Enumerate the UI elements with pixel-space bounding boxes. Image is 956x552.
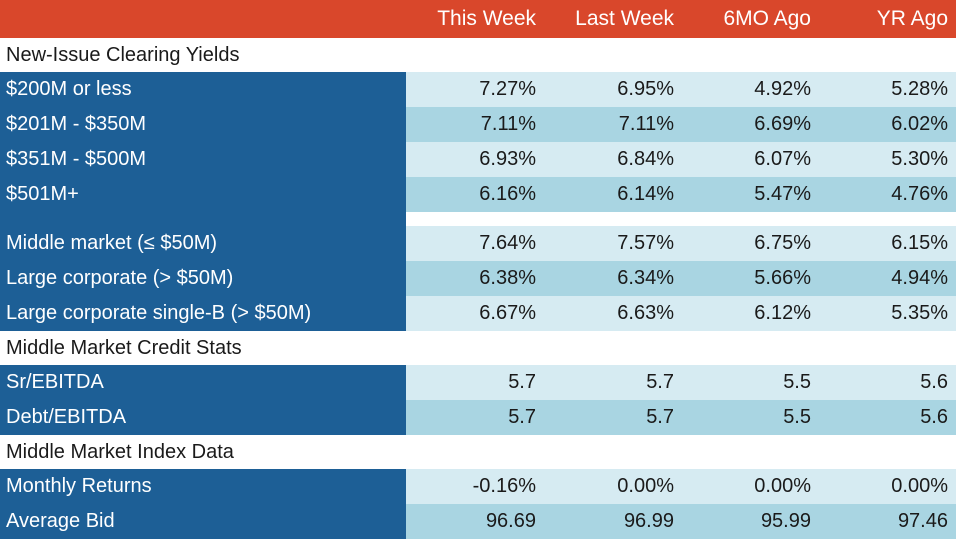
cell-yr-ago: 6.15% xyxy=(819,226,956,261)
spacer-row xyxy=(0,212,956,226)
cell-6mo-ago: 5.47% xyxy=(682,177,819,212)
cell-last-week: 6.84% xyxy=(544,142,682,177)
row-label: $351M - $500M xyxy=(0,142,406,177)
cell-last-week: 96.99 xyxy=(544,504,682,539)
cell-6mo-ago: 6.12% xyxy=(682,296,819,331)
cell-last-week: 7.57% xyxy=(544,226,682,261)
header-row: This Week Last Week 6MO Ago YR Ago xyxy=(0,0,956,38)
cell-this-week: 5.7 xyxy=(406,365,544,400)
cell-this-week: 7.11% xyxy=(406,107,544,142)
spacer-cell xyxy=(406,212,956,226)
cell-this-week: 7.27% xyxy=(406,72,544,107)
table-row: Middle market (≤ $50M) 7.64% 7.57% 6.75%… xyxy=(0,226,956,261)
table-row: $200M or less 7.27% 6.95% 4.92% 5.28% xyxy=(0,72,956,107)
row-label: Debt/EBITDA xyxy=(0,400,406,435)
col-header-yr-ago: YR Ago xyxy=(819,0,956,38)
section-header-row: New-Issue Clearing Yields xyxy=(0,38,956,72)
cell-6mo-ago: 6.69% xyxy=(682,107,819,142)
cell-6mo-ago: 6.75% xyxy=(682,226,819,261)
cell-6mo-ago: 0.00% xyxy=(682,469,819,504)
row-label: $201M - $350M xyxy=(0,107,406,142)
row-label: Large corporate single-B (> $50M) xyxy=(0,296,406,331)
cell-this-week: 6.93% xyxy=(406,142,544,177)
table-row: $501M+ 6.16% 6.14% 5.47% 4.76% xyxy=(0,177,956,212)
market-data-table: This Week Last Week 6MO Ago YR Ago New-I… xyxy=(0,0,956,539)
cell-6mo-ago: 5.5 xyxy=(682,365,819,400)
col-header-this-week: This Week xyxy=(406,0,544,38)
section-title-credit-stats: Middle Market Credit Stats xyxy=(0,331,956,365)
cell-this-week: -0.16% xyxy=(406,469,544,504)
cell-last-week: 0.00% xyxy=(544,469,682,504)
cell-this-week: 6.16% xyxy=(406,177,544,212)
section-title-index-data: Middle Market Index Data xyxy=(0,435,956,469)
row-label: Sr/EBITDA xyxy=(0,365,406,400)
cell-last-week: 6.95% xyxy=(544,72,682,107)
cell-this-week: 96.69 xyxy=(406,504,544,539)
cell-yr-ago: 4.76% xyxy=(819,177,956,212)
cell-yr-ago: 5.30% xyxy=(819,142,956,177)
table-row: Average Bid 96.69 96.99 95.99 97.46 xyxy=(0,504,956,539)
header-blank xyxy=(0,0,406,38)
cell-this-week: 6.67% xyxy=(406,296,544,331)
cell-6mo-ago: 6.07% xyxy=(682,142,819,177)
cell-last-week: 5.7 xyxy=(544,365,682,400)
cell-yr-ago: 6.02% xyxy=(819,107,956,142)
cell-last-week: 6.34% xyxy=(544,261,682,296)
cell-yr-ago: 97.46 xyxy=(819,504,956,539)
row-label: Large corporate (> $50M) xyxy=(0,261,406,296)
table-row: Debt/EBITDA 5.7 5.7 5.5 5.6 xyxy=(0,400,956,435)
cell-6mo-ago: 95.99 xyxy=(682,504,819,539)
cell-last-week: 6.14% xyxy=(544,177,682,212)
cell-this-week: 7.64% xyxy=(406,226,544,261)
cell-last-week: 5.7 xyxy=(544,400,682,435)
cell-yr-ago: 5.6 xyxy=(819,365,956,400)
row-label: $501M+ xyxy=(0,177,406,212)
row-label: Average Bid xyxy=(0,504,406,539)
section-title-clearing-yields: New-Issue Clearing Yields xyxy=(0,38,956,72)
row-label: $200M or less xyxy=(0,72,406,107)
table-row: Sr/EBITDA 5.7 5.7 5.5 5.6 xyxy=(0,365,956,400)
table-row: $201M - $350M 7.11% 7.11% 6.69% 6.02% xyxy=(0,107,956,142)
table-row: Large corporate single-B (> $50M) 6.67% … xyxy=(0,296,956,331)
col-header-6mo-ago: 6MO Ago xyxy=(682,0,819,38)
cell-yr-ago: 4.94% xyxy=(819,261,956,296)
cell-last-week: 6.63% xyxy=(544,296,682,331)
cell-yr-ago: 0.00% xyxy=(819,469,956,504)
cell-yr-ago: 5.28% xyxy=(819,72,956,107)
spacer-label-cell xyxy=(0,212,406,226)
col-header-last-week: Last Week xyxy=(544,0,682,38)
cell-6mo-ago: 5.66% xyxy=(682,261,819,296)
section-header-row: Middle Market Index Data xyxy=(0,435,956,469)
cell-yr-ago: 5.35% xyxy=(819,296,956,331)
cell-last-week: 7.11% xyxy=(544,107,682,142)
row-label: Monthly Returns xyxy=(0,469,406,504)
cell-6mo-ago: 4.92% xyxy=(682,72,819,107)
table-row: Monthly Returns -0.16% 0.00% 0.00% 0.00% xyxy=(0,469,956,504)
table-row: Large corporate (> $50M) 6.38% 6.34% 5.6… xyxy=(0,261,956,296)
cell-this-week: 6.38% xyxy=(406,261,544,296)
row-label: Middle market (≤ $50M) xyxy=(0,226,406,261)
cell-yr-ago: 5.6 xyxy=(819,400,956,435)
table-row: $351M - $500M 6.93% 6.84% 6.07% 5.30% xyxy=(0,142,956,177)
cell-this-week: 5.7 xyxy=(406,400,544,435)
section-header-row: Middle Market Credit Stats xyxy=(0,331,956,365)
cell-6mo-ago: 5.5 xyxy=(682,400,819,435)
